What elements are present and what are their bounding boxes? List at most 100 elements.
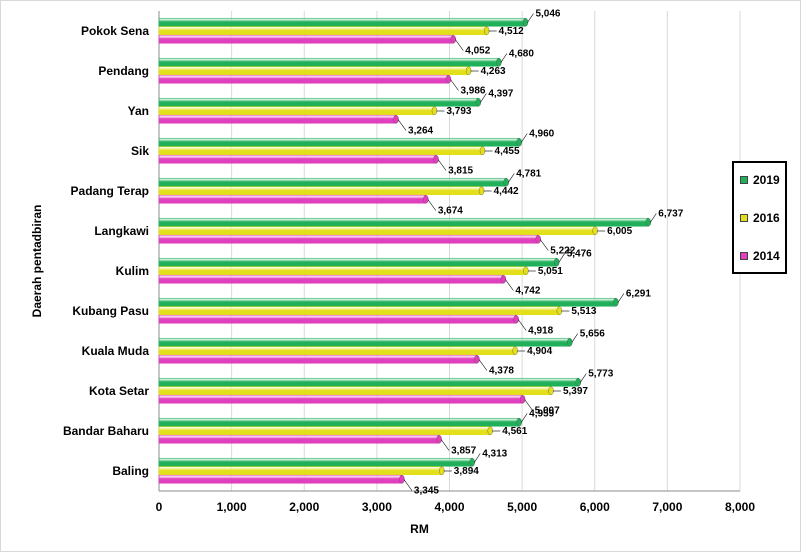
- data-label-leader: [403, 479, 413, 491]
- data-label-leader: [580, 373, 587, 383]
- y-axis-title: Daerah pentadbiran: [30, 205, 44, 318]
- bar-2019: [158, 457, 473, 467]
- bar-2019: [158, 57, 500, 67]
- bar-cap-2016: [465, 66, 472, 75]
- bar-2014: [158, 74, 449, 84]
- data-label-leader: [500, 53, 508, 63]
- bar-cap-2014: [535, 235, 541, 244]
- data-label-leader: [571, 333, 579, 343]
- bar-cap-2016: [487, 426, 493, 435]
- legend: 2019 2016 2014: [732, 161, 787, 274]
- data-label-leader: [478, 359, 488, 371]
- bar-cap-2016: [556, 306, 563, 315]
- category-label: Kota Setar: [89, 384, 149, 398]
- bar-2019: [158, 417, 520, 427]
- legend-swatch: [740, 214, 748, 222]
- bar-2016: [158, 26, 487, 36]
- bar-2014: [158, 274, 504, 284]
- bar-2019: [158, 97, 479, 107]
- data-label-2019: 6,291: [626, 289, 651, 300]
- data-label-2016: 4,561: [502, 426, 527, 437]
- category-label: Kuala Muda: [82, 344, 150, 358]
- bar-cap-2016: [483, 26, 490, 35]
- data-label-leader: [473, 453, 481, 463]
- bar-cap-2016: [512, 346, 518, 355]
- data-label-leader: [617, 293, 625, 303]
- bar-cap-2016: [592, 226, 598, 235]
- bar-cap-2014: [393, 115, 399, 124]
- data-label-leader: [507, 173, 515, 183]
- legend-item-2016: 2016: [740, 211, 780, 225]
- bar-2019: [158, 377, 579, 387]
- data-label-leader: [520, 133, 528, 143]
- bar-2019: [158, 137, 520, 147]
- bar-2014: [158, 394, 523, 404]
- category-label: Langkawi: [94, 224, 149, 238]
- data-label-2019: 5,046: [535, 9, 560, 20]
- bar-cap-2014: [436, 435, 442, 444]
- data-label-2014: 3,857: [451, 446, 476, 457]
- data-label-2019: 5,656: [580, 329, 605, 340]
- data-label-2016: 3,793: [446, 106, 471, 117]
- x-tick-label: 8,000: [725, 500, 755, 514]
- data-label-leader: [505, 279, 514, 291]
- data-label-2014: 3,345: [414, 486, 439, 497]
- data-label-2016: 5,397: [563, 386, 588, 397]
- category-label: Sik: [131, 144, 149, 158]
- category-label: Baling: [112, 464, 149, 478]
- category-label: Pendang: [98, 64, 149, 78]
- category-label: Kulim: [116, 264, 149, 278]
- data-label-leader: [540, 239, 549, 251]
- legend-label: 2019: [753, 173, 780, 187]
- legend-item-2019: 2019: [740, 173, 780, 187]
- x-axis-title: RM: [410, 522, 429, 536]
- bar-cap-2014: [433, 155, 439, 164]
- data-label-2014: 4,918: [528, 326, 553, 337]
- data-label-2016: 3,894: [454, 466, 479, 477]
- bar-cap-2014: [450, 35, 456, 44]
- category-label: Kubang Pasu: [72, 304, 149, 318]
- data-label-leader: [397, 119, 407, 131]
- data-label-2014: 3,674: [438, 206, 463, 217]
- data-label-2019: 5,773: [588, 369, 613, 380]
- bar-2014: [158, 114, 397, 124]
- bar-2016: [158, 346, 516, 356]
- bar-2016: [158, 146, 483, 156]
- legend-item-2014: 2014: [740, 249, 780, 263]
- bar-cap-2014: [445, 75, 452, 84]
- bar-2016: [158, 466, 443, 476]
- data-label-2014: 4,378: [489, 366, 514, 377]
- bar-2019: [158, 297, 617, 307]
- category-label: Pokok Sena: [81, 24, 149, 38]
- bar-2019: [158, 337, 571, 347]
- data-label-2019: 4,313: [482, 449, 507, 460]
- data-label-2016: 5,513: [571, 306, 596, 317]
- data-label-2016: 6,005: [607, 226, 632, 237]
- bar-2014: [158, 154, 437, 164]
- bar-2016: [158, 426, 491, 436]
- legend-label: 2014: [753, 249, 780, 263]
- x-tick-label: 7,000: [652, 500, 682, 514]
- data-label-2014: 3,264: [408, 126, 433, 137]
- x-tick-label: 2,000: [289, 500, 319, 514]
- category-label: Yan: [128, 104, 149, 118]
- data-label-leader: [517, 319, 527, 331]
- data-label-2019: 5,476: [567, 249, 592, 260]
- data-label-2016: 4,263: [481, 66, 506, 77]
- bar-cap-2014: [513, 315, 519, 324]
- data-label-2019: 6,737: [658, 209, 683, 220]
- data-label-2014: 5,007: [535, 406, 560, 417]
- bar-cap-2014: [519, 395, 526, 404]
- x-tick-label: 6,000: [580, 500, 610, 514]
- x-tick-label: 3,000: [362, 500, 392, 514]
- data-label-leader: [440, 439, 450, 451]
- bar-cap-2016: [523, 266, 529, 275]
- bar-cap-2016: [431, 106, 438, 115]
- data-label-leader: [437, 159, 447, 171]
- bar-cap-2019: [645, 218, 651, 227]
- data-label-leader: [450, 79, 459, 91]
- legend-swatch: [740, 176, 748, 184]
- data-label-leader: [558, 253, 565, 263]
